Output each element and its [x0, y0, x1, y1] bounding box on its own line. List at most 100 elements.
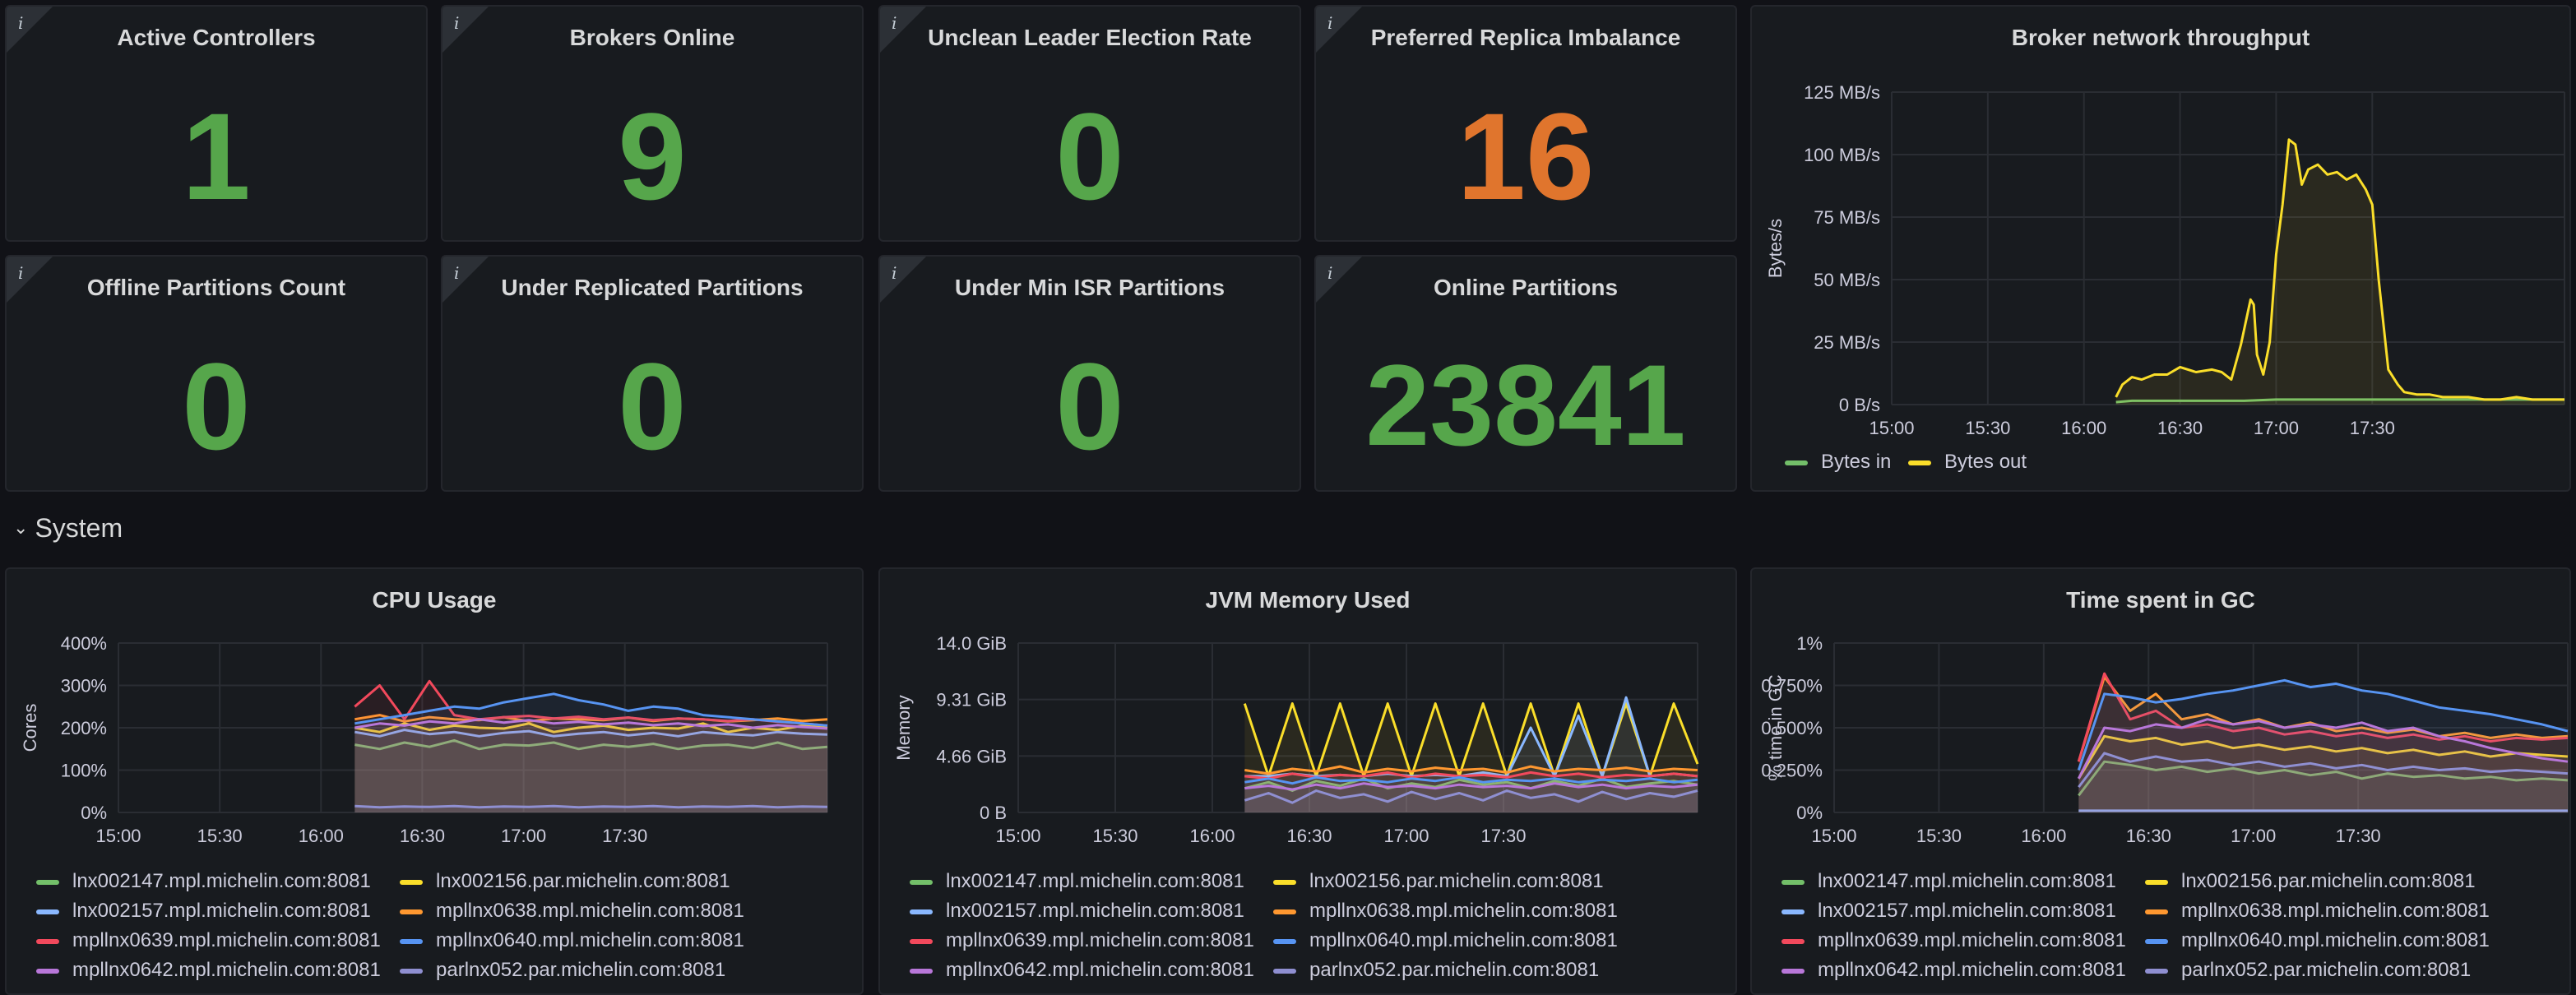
legend-label: mpllnx0640.mpl.michelin.com:8081 — [1309, 929, 1618, 951]
series-area — [354, 719, 827, 812]
info-icon[interactable]: i — [18, 263, 24, 283]
legend-item[interactable]: lnx002156.par.michelin.com:8081 — [1273, 870, 1604, 893]
stat-panel-preferred-replica-imbalance[interactable]: i Preferred Replica Imbalance 16 — [1314, 5, 1737, 242]
series-line[interactable] — [2077, 718, 2569, 780]
stat-panel-active-controllers[interactable]: i Active Controllers 1 — [5, 5, 428, 242]
legend-item[interactable]: mpllnx0638.mpl.michelin.com:8081 — [2145, 900, 2490, 923]
series-line[interactable] — [354, 692, 828, 727]
legend-item[interactable]: mpllnx0639.mpl.michelin.com:8081 — [36, 929, 381, 952]
panel-cpu-usage[interactable]: CPU Usage 0% 100% 200% 300% 400% 15:00 15:30 16… — [5, 567, 864, 995]
series-line[interactable] — [354, 738, 828, 751]
info-icon[interactable]: i — [892, 263, 897, 283]
info-corner[interactable] — [880, 7, 926, 53]
legend-item[interactable]: mpllnx0640.mpl.michelin.com:8081 — [400, 929, 744, 952]
legend-label: mpllnx0639.mpl.michelin.com:8081 — [72, 929, 381, 951]
legend-item[interactable]: mpllnx0642.mpl.michelin.com:8081 — [910, 959, 1254, 982]
legend-item[interactable]: mpllnx0642.mpl.michelin.com:8081 — [36, 959, 381, 982]
row-header-system[interactable]: ⌄ System — [13, 513, 123, 544]
legend-label: mpllnx0638.mpl.michelin.com:8081 — [436, 900, 744, 922]
panel-broker-network-throughput[interactable]: Broker network throughput 0 B/s 25 MB/s 50… — [1750, 5, 2571, 492]
legend-item[interactable]: lnx002156.par.michelin.com:8081 — [2145, 870, 2476, 893]
info-icon[interactable]: i — [454, 13, 460, 33]
series-line[interactable] — [2115, 138, 2564, 401]
info-icon[interactable]: i — [1327, 13, 1333, 33]
legend-label: lnx002147.mpl.michelin.com:8081 — [72, 870, 371, 892]
series-line[interactable] — [354, 804, 828, 809]
panel-time-spent-in-gc[interactable]: Time spent in GC 0% 0.250% 0.500% 0.750% 1% 1… — [1750, 567, 2571, 995]
series-line[interactable] — [2078, 752, 2569, 789]
stat-value: 0 — [1055, 87, 1124, 225]
info-corner[interactable] — [1316, 257, 1362, 303]
info-corner[interactable] — [442, 7, 489, 53]
series-line[interactable] — [354, 722, 828, 734]
info-icon[interactable]: i — [454, 263, 460, 283]
legend-item[interactable]: parlnx052.par.michelin.com:8081 — [1273, 959, 1599, 982]
panel-jvm-memory-used[interactable]: JVM Memory Used 0 B 4.66 GiB 9.31 GiB 14.0 … — [878, 567, 1737, 995]
panel-title: Under Replicated Partitions — [501, 275, 804, 300]
stat-panel-unclean-leader-election-rate[interactable]: i Unclean Leader Election Rate 0 — [878, 5, 1301, 242]
legend-item[interactable]: lnx002147.mpl.michelin.com:8081 — [36, 870, 371, 893]
legend-item[interactable]: mpllnx0639.mpl.michelin.com:8081 — [910, 929, 1254, 952]
series-line[interactable] — [1243, 702, 1699, 778]
legend-item[interactable]: Bytes in — [1785, 451, 1891, 474]
legend-item[interactable]: lnx002157.mpl.michelin.com:8081 — [1781, 900, 2116, 923]
series-line[interactable] — [1244, 775, 1698, 785]
network-throughput-chart[interactable]: 0 B/s 25 MB/s 50 MB/s 75 MB/s 100 MB/s 125 MB… — [1752, 56, 2569, 459]
stat-panel-under-replicated-partitions[interactable]: i Under Replicated Partitions 0 — [441, 255, 864, 492]
legend-item[interactable]: Bytes out — [1908, 451, 2027, 474]
info-corner[interactable] — [7, 257, 53, 303]
series-line[interactable] — [2077, 672, 2569, 762]
legend-item[interactable]: lnx002147.mpl.michelin.com:8081 — [1781, 870, 2116, 893]
legend-label: mpllnx0639.mpl.michelin.com:8081 — [1818, 929, 2126, 951]
series-line[interactable] — [1244, 765, 1698, 775]
info-corner[interactable] — [442, 257, 489, 303]
info-icon[interactable]: i — [18, 13, 24, 33]
legend-item[interactable]: mpllnx0640.mpl.michelin.com:8081 — [2145, 929, 2490, 952]
legend-item[interactable]: lnx002157.mpl.michelin.com:8081 — [36, 900, 371, 923]
stat-panel-online-partitions[interactable]: i Online Partitions 23841 — [1314, 255, 1737, 492]
legend-item[interactable]: mpllnx0639.mpl.michelin.com:8081 — [1781, 929, 2126, 952]
stat-panel-under-min-isr-partitions[interactable]: i Under Min ISR Partitions 0 — [878, 255, 1301, 492]
legend-swatch — [36, 879, 59, 885]
info-corner[interactable] — [7, 7, 53, 53]
legend-label: mpllnx0639.mpl.michelin.com:8081 — [946, 929, 1254, 951]
series-line[interactable] — [354, 729, 828, 738]
x-tick-label: 16:00 — [2061, 418, 2106, 438]
y-axis-label: Bytes/s — [1765, 219, 1786, 278]
stat-panel-brokers-online[interactable]: i Brokers Online 9 — [441, 5, 864, 242]
x-tick-label: 17:00 — [501, 826, 546, 846]
legend-item[interactable]: lnx002156.par.michelin.com:8081 — [400, 870, 730, 893]
series-line[interactable] — [1244, 789, 1698, 804]
info-icon[interactable]: i — [1327, 263, 1333, 283]
legend-item[interactable]: parlnx052.par.michelin.com:8081 — [400, 959, 725, 982]
legend-item[interactable]: mpllnx0640.mpl.michelin.com:8081 — [1273, 929, 1618, 952]
y-tick-label: 50 MB/s — [1814, 270, 1880, 290]
series-line[interactable] — [1244, 777, 1698, 792]
jvm-memory-chart[interactable]: 0 B 4.66 GiB 9.31 GiB 14.0 GiB 15:00 15:30 16:… — [880, 618, 1735, 906]
legend-item[interactable]: lnx002147.mpl.michelin.com:8081 — [910, 870, 1244, 893]
y-axis-label: Cores — [20, 704, 40, 752]
series-line[interactable] — [2078, 734, 2569, 780]
legend-swatch — [1273, 968, 1296, 974]
y-tick-label: 9.31 GiB — [936, 690, 1007, 710]
stat-panel-offline-partitions-count[interactable]: i Offline Partitions Count 0 — [5, 255, 428, 492]
legend: lnx002147.mpl.michelin.com:8081 lnx002156… — [910, 870, 1732, 993]
series-line[interactable] — [2078, 760, 2569, 797]
series-line[interactable] — [354, 718, 828, 730]
y-tick-label: 100 MB/s — [1804, 145, 1880, 165]
legend-item[interactable]: mpllnx0638.mpl.michelin.com:8081 — [1273, 900, 1618, 923]
legend-item[interactable]: mpllnx0638.mpl.michelin.com:8081 — [400, 900, 744, 923]
gc-time-chart[interactable]: 0% 0.250% 0.500% 0.750% 1% 15:00 15:30 16:00 16:… — [1752, 618, 2569, 906]
legend-item[interactable]: lnx002157.mpl.michelin.com:8081 — [910, 900, 1244, 923]
cpu-usage-chart[interactable]: 0% 100% 200% 300% 400% 15:00 15:30 16:00 16:30 17… — [7, 618, 862, 906]
legend-label: mpllnx0642.mpl.michelin.com:8081 — [72, 959, 381, 981]
series-line[interactable] — [2077, 678, 2569, 771]
chevron-down-icon[interactable]: ⌄ — [13, 517, 29, 538]
info-icon[interactable]: i — [892, 13, 897, 33]
legend-item[interactable]: mpllnx0642.mpl.michelin.com:8081 — [1781, 959, 2126, 982]
info-corner[interactable] — [880, 257, 926, 303]
legend-item[interactable]: parlnx052.par.michelin.com:8081 — [2145, 959, 2471, 982]
stat-value: 0 — [1055, 337, 1124, 475]
series-line[interactable] — [1244, 782, 1698, 791]
info-corner[interactable] — [1316, 7, 1362, 53]
